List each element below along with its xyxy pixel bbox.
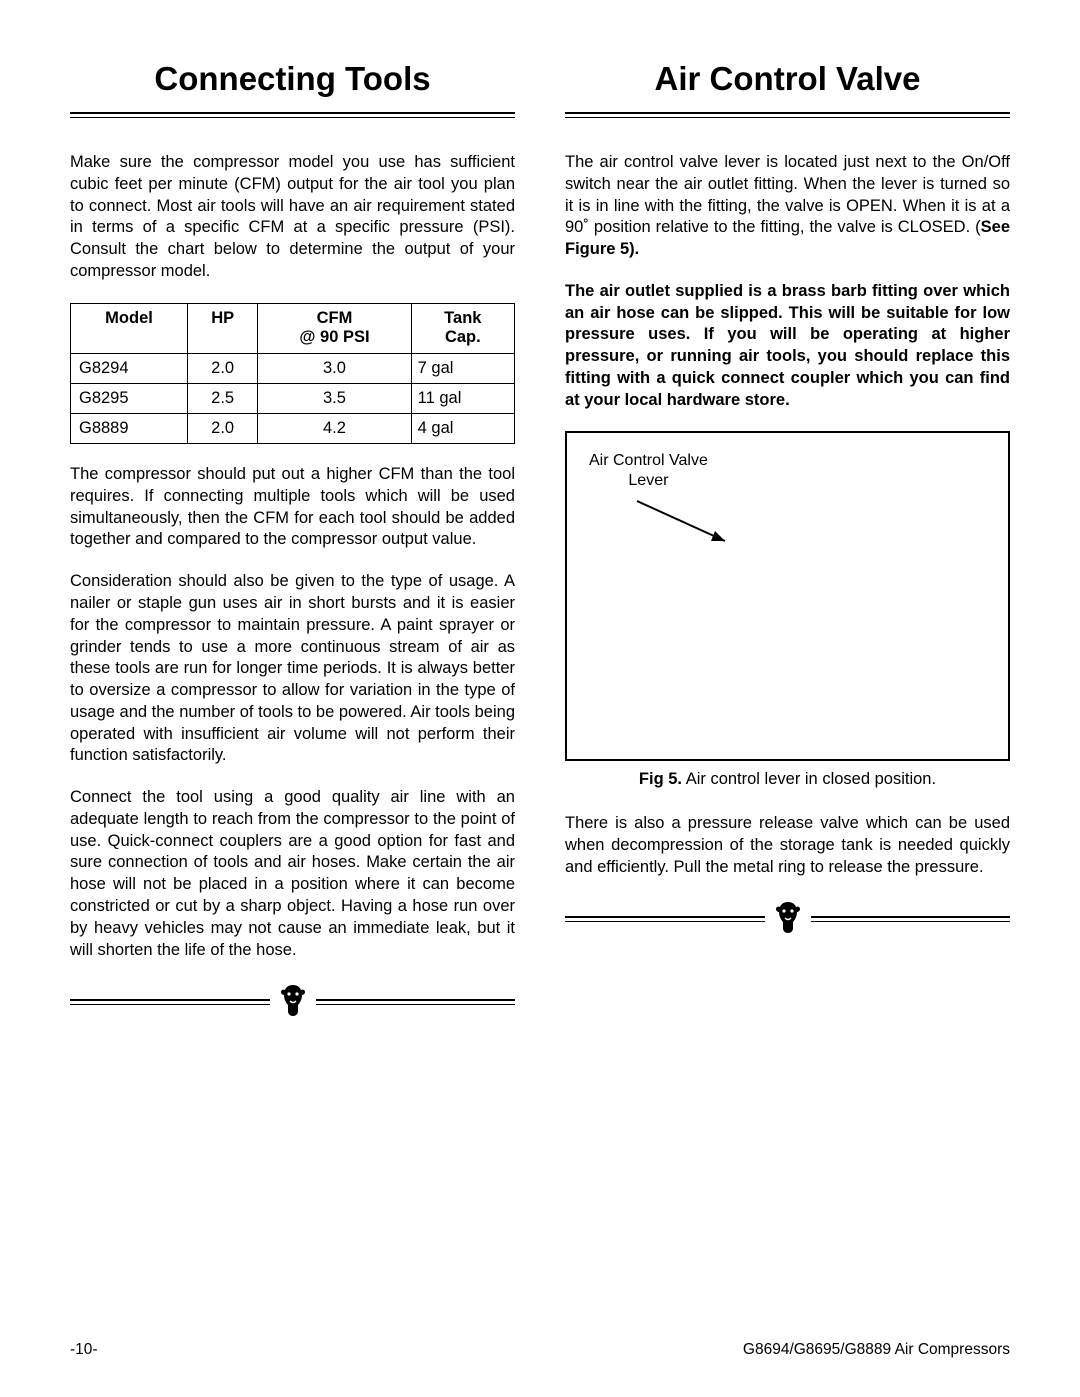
right-heading: Air Control Valve — [565, 60, 1010, 98]
cell-hp: 2.0 — [188, 414, 258, 444]
figure-label-line2: Lever — [628, 472, 668, 489]
arrow-icon — [631, 495, 741, 555]
cell-model: G8295 — [71, 384, 188, 414]
figure-label-line1: Air Control Valve — [589, 452, 708, 469]
page-number: -10- — [70, 1341, 98, 1359]
doc-title: G8694/G8695/G8889 Air Compressors — [743, 1341, 1010, 1359]
cell-hp: 2.5 — [188, 384, 258, 414]
table-header-row: Model HP CFM@ 90 PSI TankCap. — [71, 303, 515, 354]
figure-5-box: Air Control Valve Lever — [565, 431, 1010, 761]
table-row: G8294 2.0 3.0 7 gal — [71, 354, 515, 384]
section-end-ornament — [565, 898, 1010, 939]
cell-hp: 2.0 — [188, 354, 258, 384]
figure-caption-bold: Fig 5. — [639, 770, 682, 788]
left-heading: Connecting Tools — [70, 60, 515, 98]
ornament-line — [565, 916, 765, 922]
th-tank: TankCap. — [411, 303, 514, 354]
ornament-line — [316, 999, 516, 1005]
right-para3: There is also a pressure release valve w… — [565, 813, 1010, 878]
table-row: G8889 2.0 4.2 4 gal — [71, 414, 515, 444]
heading-rule — [70, 112, 515, 118]
cell-tank: 7 gal — [411, 354, 514, 384]
compressor-spec-table: Model HP CFM@ 90 PSI TankCap. G8294 2.0 … — [70, 303, 515, 445]
right-para2-bold: The air outlet supplied is a brass barb … — [565, 281, 1010, 412]
cell-model: G8294 — [71, 354, 188, 384]
left-para2: The compressor should put out a higher C… — [70, 464, 515, 551]
cell-model: G8889 — [71, 414, 188, 444]
bear-icon — [276, 981, 310, 1022]
figure-caption: Fig 5. Air control lever in closed posit… — [565, 769, 1010, 791]
page-footer: -10- G8694/G8695/G8889 Air Compressors — [70, 1341, 1010, 1359]
left-column: Connecting Tools Make sure the compresso… — [70, 60, 515, 1022]
right-para1: The air control valve lever is located j… — [565, 152, 1010, 261]
th-model: Model — [71, 303, 188, 354]
cell-cfm: 3.5 — [258, 384, 411, 414]
figure-label: Air Control Valve Lever — [589, 451, 708, 491]
cell-tank: 4 gal — [411, 414, 514, 444]
cell-cfm: 3.0 — [258, 354, 411, 384]
two-column-layout: Connecting Tools Make sure the compresso… — [70, 60, 1010, 1022]
bear-icon — [771, 898, 805, 939]
th-cfm: CFM@ 90 PSI — [258, 303, 411, 354]
th-hp: HP — [188, 303, 258, 354]
ornament-line — [811, 916, 1011, 922]
cell-tank: 11 gal — [411, 384, 514, 414]
cell-cfm: 4.2 — [258, 414, 411, 444]
left-para4: Connect the tool using a good quality ai… — [70, 787, 515, 961]
right-column: Air Control Valve The air control valve … — [565, 60, 1010, 1022]
ornament-line — [70, 999, 270, 1005]
figure-caption-text: Air control lever in closed position. — [682, 770, 936, 788]
left-para3: Consideration should also be given to th… — [70, 571, 515, 767]
table-row: G8295 2.5 3.5 11 gal — [71, 384, 515, 414]
heading-rule — [565, 112, 1010, 118]
section-end-ornament — [70, 981, 515, 1022]
left-para1: Make sure the compressor model you use h… — [70, 152, 515, 283]
right-para1-text: The air control valve lever is located j… — [565, 153, 1010, 236]
